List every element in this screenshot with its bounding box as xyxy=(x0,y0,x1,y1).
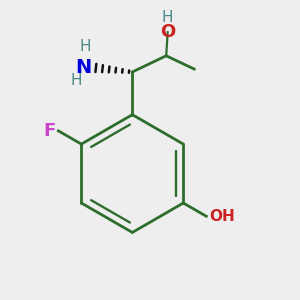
Text: H: H xyxy=(162,10,173,25)
Text: OH: OH xyxy=(209,209,235,224)
Text: N: N xyxy=(76,58,92,77)
Text: H: H xyxy=(70,74,82,88)
Text: H: H xyxy=(80,39,91,54)
Text: F: F xyxy=(43,122,56,140)
Text: O: O xyxy=(160,23,175,41)
